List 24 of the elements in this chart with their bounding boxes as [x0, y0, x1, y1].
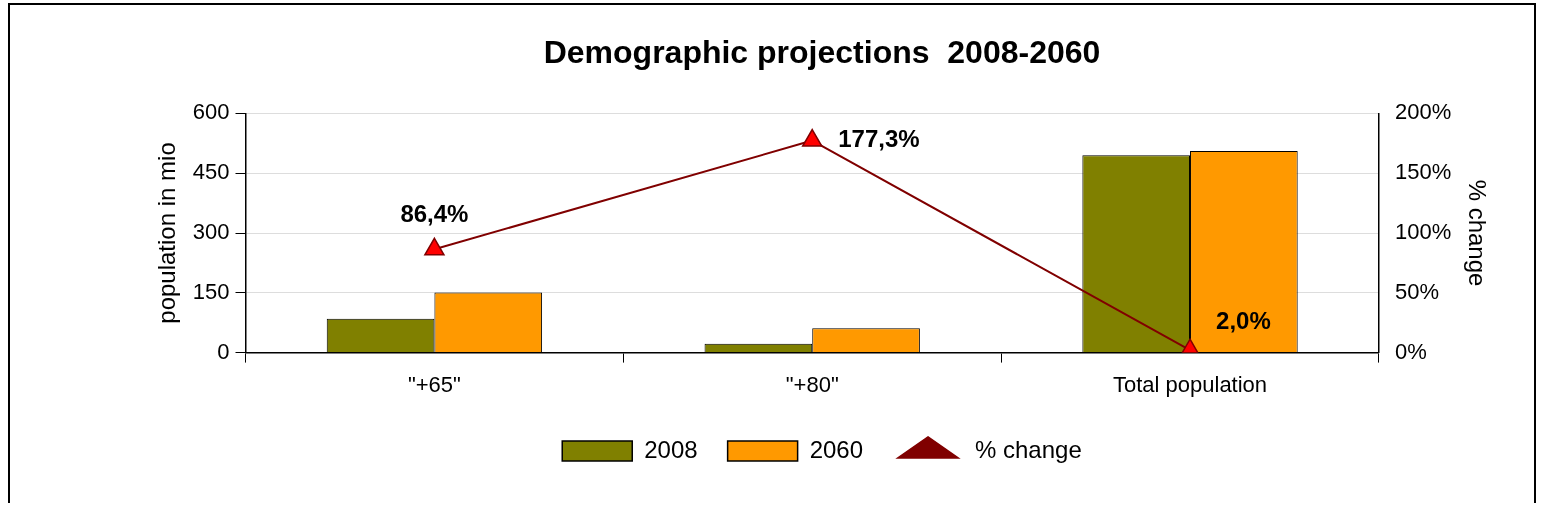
- y-tick-label: 300: [192, 219, 230, 245]
- legend-label: 2008: [644, 435, 698, 463]
- y2-tick-label: 50%: [1394, 278, 1439, 304]
- chart-title: Demographic projections 2008-2060: [543, 34, 1101, 71]
- y-tick-label: 600: [192, 99, 230, 125]
- y2-tick-label: 200%: [1394, 99, 1452, 125]
- y-tick-label: 450: [192, 159, 230, 185]
- legend-label: 2060: [809, 435, 864, 463]
- y-tick-label: 0: [217, 338, 230, 364]
- x-tick-label: Total population: [1112, 371, 1268, 397]
- point: [424, 237, 445, 256]
- y2-tick-label: 150%: [1394, 159, 1452, 185]
- y-axis-title: population in mio: [153, 142, 181, 324]
- x-tick-label: "+80": [785, 371, 839, 397]
- legend-label: % change: [975, 435, 1082, 463]
- point: [801, 128, 823, 147]
- y-tick-label: 150: [192, 278, 230, 304]
- y2-tick-label: 100%: [1394, 219, 1452, 245]
- data-label: 2,0%: [1216, 306, 1271, 334]
- x-tick-label: "+65": [407, 371, 461, 397]
- y2-tick-label: 0%: [1394, 338, 1427, 364]
- y2-axis-title: % change: [1463, 179, 1491, 287]
- data-label: 177,3%: [838, 125, 920, 153]
- data-label: 86,4%: [400, 199, 469, 227]
